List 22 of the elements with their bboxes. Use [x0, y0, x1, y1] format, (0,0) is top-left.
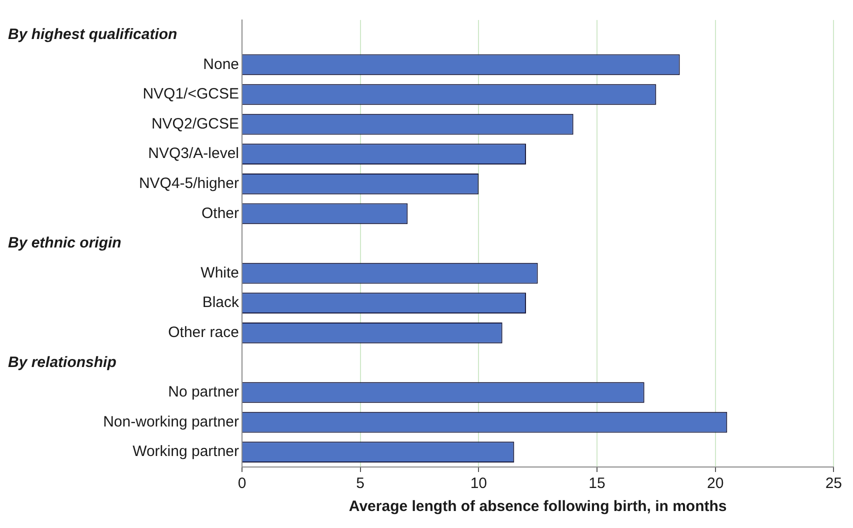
y-tick-label: NVQ4-5/higher	[138, 175, 239, 192]
y-tick-label: Other race	[168, 324, 239, 342]
x-tick-label: 5	[356, 475, 365, 492]
y-tick-label: Other	[201, 204, 240, 222]
text: By highest qualification	[8, 26, 178, 44]
x-axis-title: Average length of absence following birth, in months	[348, 498, 727, 516]
x-tick-label: 25	[825, 475, 842, 492]
y-tick-label: Black	[202, 294, 240, 312]
y-tick-label: Working partner	[132, 443, 240, 460]
x-tick-label: 20	[706, 475, 724, 492]
y-tick-label: NVQ2/GCSE	[151, 115, 239, 132]
y-tick-label: Non-working partner	[103, 413, 239, 430]
text: By ethnic origin	[8, 234, 122, 252]
y-tick-label: No partner	[168, 384, 239, 401]
text: By relationship	[8, 354, 116, 371]
y-tick-label: None	[203, 56, 239, 73]
y-tick-label: NVQ1/<GCSE	[142, 86, 239, 103]
x-tick-label: 15	[588, 475, 606, 492]
y-tick-label: NVQ3/A-level	[148, 145, 239, 162]
x-tick-label: 10	[470, 475, 488, 492]
y-tick-label: White	[200, 264, 239, 282]
x-tick-label: 0	[238, 475, 246, 492]
